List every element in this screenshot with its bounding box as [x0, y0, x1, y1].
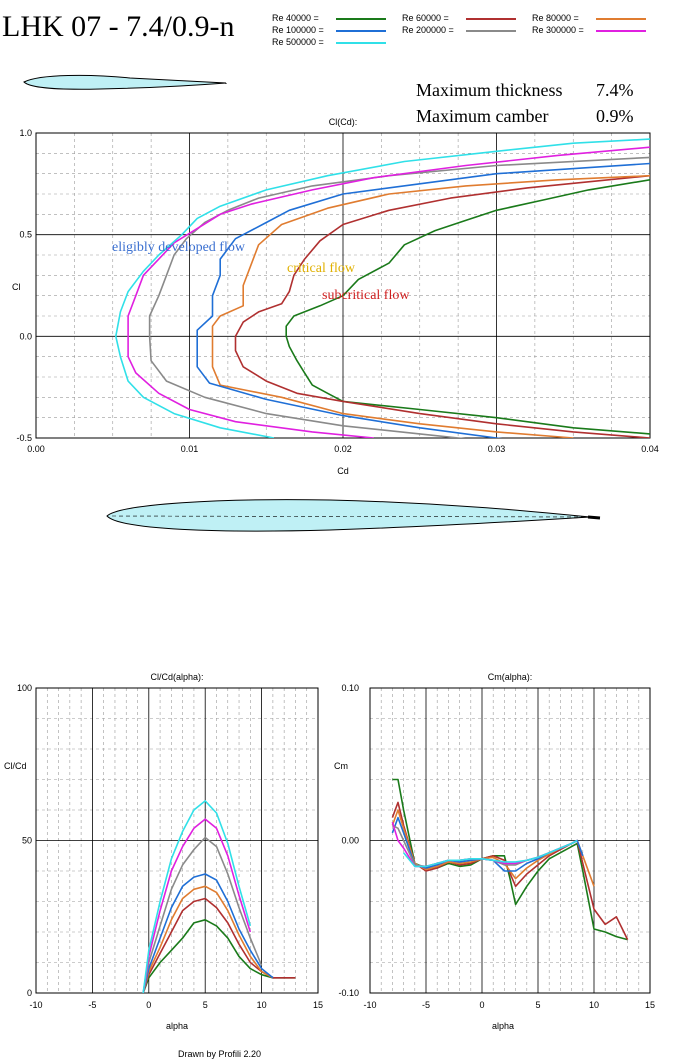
x-tick-label: 0.00 — [27, 444, 45, 454]
legend-item: Re 100000 = — [272, 25, 386, 35]
y-tick-label: 0.0 — [19, 331, 32, 341]
series-line-re-60000 — [142, 897, 296, 993]
x-axis-label: alpha — [492, 1021, 514, 1031]
footer-credit: Drawn by Profili 2.20 — [178, 1049, 262, 1059]
series-line-re-60000 — [391, 801, 629, 940]
x-axis-label: Cd — [337, 466, 349, 476]
series-line-re-300000 — [127, 146, 650, 438]
series-line-re-40000 — [285, 179, 650, 435]
flow-label-critical: critical flow — [287, 261, 356, 276]
y-tick-label: 0.00 — [341, 836, 359, 846]
x-tick-label: -10 — [29, 1000, 42, 1010]
y-axis-label: Cm — [334, 761, 348, 771]
series-line-re-40000 — [142, 918, 296, 993]
max-thickness-label: Maximum thickness — [416, 80, 563, 100]
max-thickness-value: 7.4% — [596, 80, 634, 100]
y-tick-label: -0.5 — [16, 433, 32, 443]
series-line-re-100000 — [142, 873, 274, 993]
x-tick-label: 0.03 — [488, 444, 506, 454]
grid — [369, 687, 651, 994]
series-line-re-300000 — [142, 818, 252, 993]
y-tick-label: 0.10 — [341, 683, 359, 693]
legend-label: Re 200000 = — [402, 25, 454, 35]
series-line-re-40000 — [392, 778, 628, 941]
legend-swatch — [336, 18, 386, 20]
x-tick-label: 0 — [479, 1000, 484, 1010]
series-line-re-500000 — [115, 138, 650, 438]
grid — [35, 132, 651, 439]
y-tick-label: 50 — [22, 836, 32, 846]
x-tick-label: 5 — [535, 1000, 540, 1010]
x-axis-label: alpha — [166, 1021, 188, 1031]
cl-cd-chart: 0.00 0.01 0.02 0.03 0.04 -0.5 0.0 0.5 1.0 Cl(Cd):… — [12, 117, 659, 476]
series-line-re-80000 — [142, 885, 274, 993]
legend-swatch — [336, 42, 386, 44]
x-tick-label: -5 — [422, 1000, 430, 1010]
series-line-re-500000 — [142, 800, 252, 993]
y-axis-label: Cl/Cd — [4, 761, 27, 771]
x-tick-label: 10 — [589, 1000, 599, 1010]
legend-item: Re 40000 = — [272, 13, 386, 23]
legend-item: Re 80000 = — [532, 13, 646, 23]
series-line-re-100000 — [196, 162, 650, 438]
chart-title: Cl/Cd(alpha): — [150, 672, 203, 682]
y-tick-label: -0.10 — [338, 988, 359, 998]
legend-item: Re 300000 = — [532, 25, 646, 35]
legend-item: Re 500000 = — [272, 37, 386, 47]
series-line-re-500000 — [402, 839, 578, 868]
grid — [35, 687, 319, 994]
legend-label: Re 100000 = — [272, 25, 324, 35]
y-axis-label: Cl — [12, 282, 21, 292]
flow-label-developed: eligibly developed flow — [112, 240, 246, 255]
x-tick-label: 5 — [203, 1000, 208, 1010]
legend-item: Re 60000 = — [402, 13, 516, 23]
y-tick-label: 1.0 — [19, 128, 32, 138]
airfoil-small-icon — [23, 74, 227, 90]
flow-label-subcritical: subcritical flow — [322, 288, 410, 303]
legend-label: Re 300000 = — [532, 25, 584, 35]
chart-title: Cl(Cd): — [329, 117, 358, 127]
legend-label: Re 40000 = — [272, 13, 319, 23]
x-tick-label: 0 — [146, 1000, 151, 1010]
series-line-re-200000 — [142, 836, 263, 993]
page-title: LHK 07 - 7.4/0.9-n — [2, 10, 235, 43]
legend-label: Re 500000 = — [272, 37, 324, 47]
clcd-alpha-chart: -10 -5 0 5 10 15 0 50 100 Cl/Cd(alpha): alpha Cl/Cd — [4, 672, 323, 1031]
y-tick-label: 0.5 — [19, 230, 32, 240]
legend-swatch — [596, 30, 646, 32]
x-tick-label: 0.01 — [181, 444, 199, 454]
airfoil-large-icon — [106, 499, 591, 532]
x-tick-label: 0.04 — [641, 444, 659, 454]
y-tick-label: 100 — [17, 683, 32, 693]
x-tick-label: -5 — [88, 1000, 96, 1010]
legend-swatch — [596, 18, 646, 20]
max-camber-value: 0.9% — [596, 106, 634, 126]
legend-swatch — [466, 18, 516, 20]
x-tick-label: -10 — [363, 1000, 376, 1010]
legend-item: Re 200000 = — [402, 25, 516, 35]
legend-label: Re 80000 = — [532, 13, 579, 23]
series-line-re-60000 — [234, 174, 650, 438]
chart-title: Cm(alpha): — [488, 672, 533, 682]
max-camber-label: Maximum camber — [416, 106, 549, 126]
series-line-re-200000 — [148, 156, 650, 438]
y-tick-label: 0 — [27, 988, 32, 998]
legend-swatch — [466, 30, 516, 32]
cm-alpha-chart: -10 -5 0 5 10 15 -0.10 0.00 0.10 Cm(alpha): alpha C… — [334, 672, 655, 1031]
x-tick-label: 15 — [313, 1000, 323, 1010]
legend-label: Re 60000 = — [402, 13, 449, 23]
x-tick-label: 0.02 — [334, 444, 352, 454]
series-line-re-80000 — [211, 174, 650, 438]
x-tick-label: 10 — [257, 1000, 267, 1010]
legend-swatch — [336, 30, 386, 32]
x-tick-label: 15 — [645, 1000, 655, 1010]
series-line-re-100000 — [391, 816, 584, 872]
